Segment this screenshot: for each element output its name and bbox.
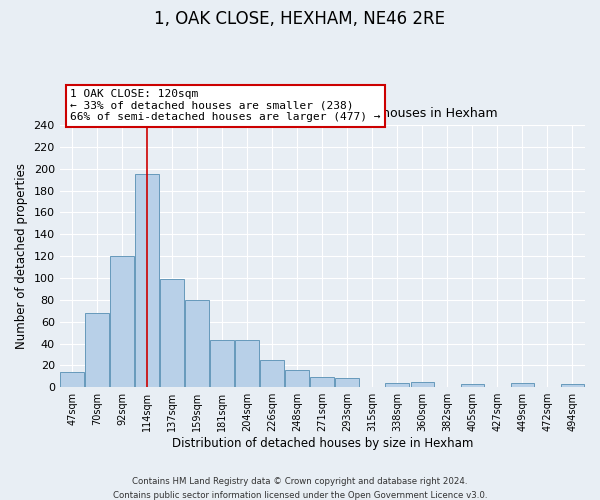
Bar bbox=[235, 340, 259, 387]
Bar bbox=[85, 313, 109, 387]
Bar bbox=[310, 378, 334, 387]
Bar bbox=[185, 300, 209, 387]
Bar bbox=[60, 372, 84, 387]
Bar bbox=[410, 382, 434, 387]
Text: 1 OAK CLOSE: 120sqm
← 33% of detached houses are smaller (238)
66% of semi-detac: 1 OAK CLOSE: 120sqm ← 33% of detached ho… bbox=[70, 89, 380, 122]
Bar bbox=[385, 383, 409, 387]
Bar bbox=[335, 378, 359, 387]
Title: Size of property relative to detached houses in Hexham: Size of property relative to detached ho… bbox=[148, 106, 497, 120]
Bar bbox=[260, 360, 284, 387]
Bar bbox=[211, 340, 234, 387]
Text: Contains HM Land Registry data © Crown copyright and database right 2024.
Contai: Contains HM Land Registry data © Crown c… bbox=[113, 478, 487, 500]
Bar bbox=[160, 279, 184, 387]
Bar bbox=[560, 384, 584, 387]
X-axis label: Distribution of detached houses by size in Hexham: Distribution of detached houses by size … bbox=[172, 437, 473, 450]
Bar bbox=[511, 383, 535, 387]
Bar bbox=[110, 256, 134, 387]
Bar bbox=[136, 174, 159, 387]
Text: 1, OAK CLOSE, HEXHAM, NE46 2RE: 1, OAK CLOSE, HEXHAM, NE46 2RE bbox=[155, 10, 445, 28]
Bar bbox=[286, 370, 309, 387]
Bar bbox=[461, 384, 484, 387]
Y-axis label: Number of detached properties: Number of detached properties bbox=[15, 163, 28, 349]
